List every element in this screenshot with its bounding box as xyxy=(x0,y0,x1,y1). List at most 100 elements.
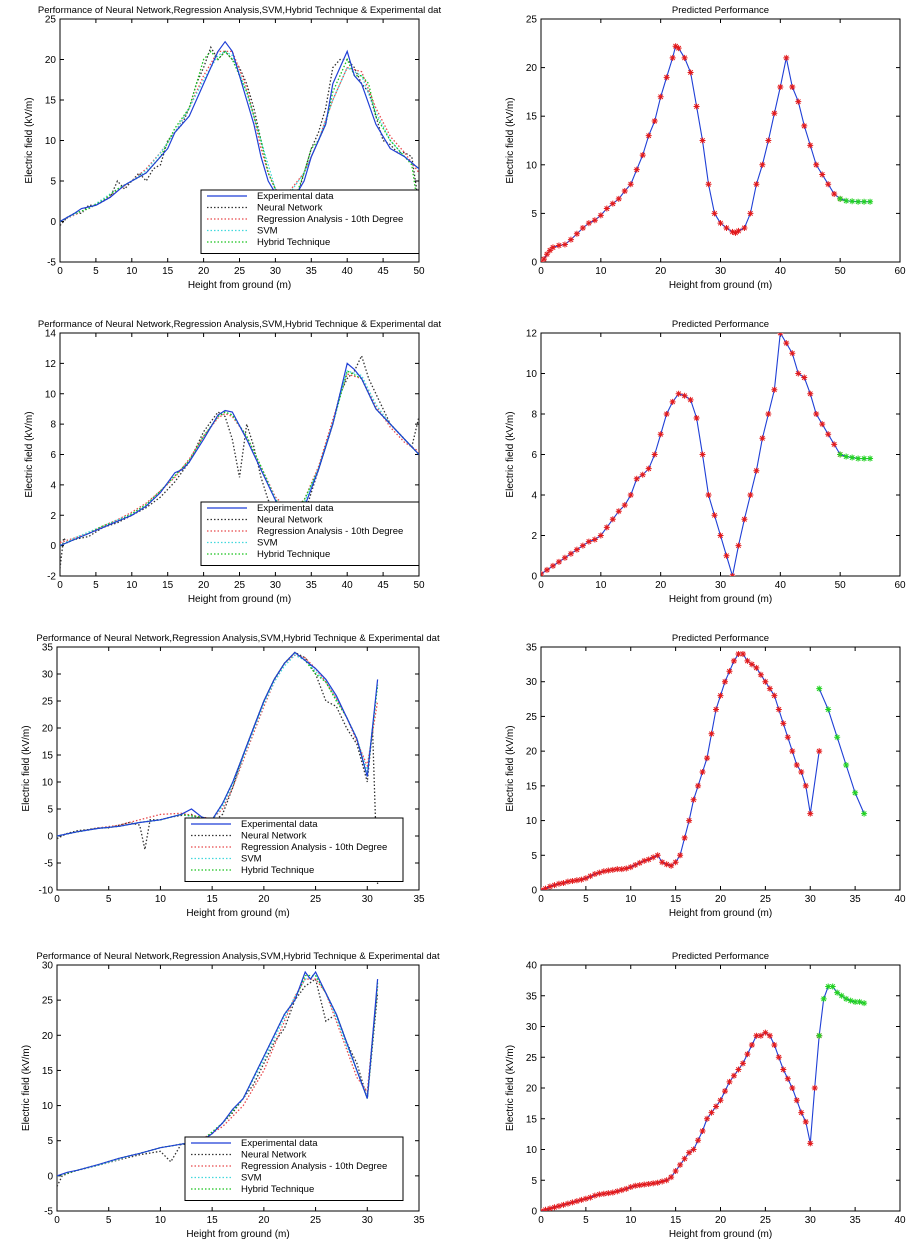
data-point-marker xyxy=(579,224,586,231)
y-tick-label: -2 xyxy=(47,572,56,583)
data-point-marker xyxy=(555,1203,562,1210)
x-tick-label: 0 xyxy=(538,580,544,591)
data-point-marker xyxy=(801,122,808,129)
y-tick-label: 30 xyxy=(526,1022,538,1033)
x-tick-label: 35 xyxy=(306,266,318,277)
x-tick-label: 0 xyxy=(54,894,60,905)
data-point-marker xyxy=(651,451,658,458)
data-point-marker xyxy=(723,552,730,559)
series-line xyxy=(57,654,379,837)
data-point-marker xyxy=(654,1179,661,1186)
data-point-marker xyxy=(681,834,688,841)
data-point-marker xyxy=(585,538,592,545)
x-tick-label: 20 xyxy=(258,1215,270,1226)
data-point-marker xyxy=(766,685,773,692)
data-point-marker xyxy=(693,415,700,422)
x-tick-label: 50 xyxy=(413,266,425,277)
series-group xyxy=(541,333,874,576)
data-point-marker xyxy=(807,142,814,149)
data-point-marker xyxy=(596,1191,603,1198)
x-tick-label: 25 xyxy=(310,894,322,905)
data-point-marker xyxy=(757,671,764,678)
data-point-marker xyxy=(721,678,728,685)
data-point-marker xyxy=(555,558,562,565)
data-point-marker xyxy=(549,244,556,251)
data-point-marker xyxy=(600,868,607,875)
data-point-marker xyxy=(663,74,670,81)
data-point-marker xyxy=(699,1128,706,1135)
x-tick-label: 30 xyxy=(362,1215,374,1226)
y-tick-label: 5 xyxy=(47,1136,53,1147)
x-tick-label: 20 xyxy=(715,1215,727,1226)
data-point-marker xyxy=(541,1208,544,1211)
data-point-marker xyxy=(627,492,634,498)
data-point-marker xyxy=(668,1174,675,1181)
data-point-marker xyxy=(699,451,706,458)
x-tick-label: 40 xyxy=(342,580,354,591)
x-tick-label: 35 xyxy=(413,894,425,905)
y-tick-label: 20 xyxy=(526,747,538,758)
x-tick-label: 30 xyxy=(805,894,817,905)
y-axis-label: Electric field (kV/m) xyxy=(505,725,516,811)
data-point-marker xyxy=(632,862,639,869)
data-point-marker xyxy=(690,796,697,803)
y-tick-label: 15 xyxy=(45,96,57,107)
chart-panel-8: Predicted Performance Height from ground … xyxy=(505,951,906,1240)
data-point-marker xyxy=(650,1180,657,1187)
y-axis-label: Electric field (kV/m) xyxy=(21,725,32,811)
data-point-marker xyxy=(861,1000,868,1007)
x-tick-label: 15 xyxy=(162,266,174,277)
data-point-marker xyxy=(614,1188,621,1195)
y-tick-label: 15 xyxy=(526,781,538,792)
data-point-marker xyxy=(585,220,592,227)
data-point-marker xyxy=(739,650,746,657)
data-point-marker xyxy=(597,532,604,539)
legend-entry-label: Neural Network xyxy=(257,203,323,214)
data-point-marker xyxy=(567,550,574,557)
data-point-marker xyxy=(807,390,814,397)
series-group xyxy=(541,983,868,1211)
y-tick-label: 0 xyxy=(531,1207,537,1218)
legend-entry-label: Experimental data xyxy=(241,1138,318,1149)
y-tick-label: -5 xyxy=(47,258,56,269)
data-point-marker xyxy=(732,229,739,236)
x-tick-label: 30 xyxy=(270,580,282,591)
legend-entry-label: SVM xyxy=(257,538,278,549)
data-point-marker xyxy=(816,685,823,692)
data-point-marker xyxy=(543,566,550,573)
series-line xyxy=(60,370,419,547)
y-tick-label: 0 xyxy=(50,217,56,228)
data-point-marker xyxy=(579,542,586,549)
series-group xyxy=(541,43,874,262)
data-point-marker xyxy=(867,198,874,205)
data-point-marker xyxy=(783,340,790,347)
x-tick-label: 25 xyxy=(760,1215,772,1226)
legend-entry-label: Neural Network xyxy=(241,831,307,842)
x-axis-label: Height from ground (m) xyxy=(186,908,289,919)
data-point-marker xyxy=(775,706,782,713)
y-tick-label: 8 xyxy=(50,420,56,431)
data-point-marker xyxy=(641,1181,648,1188)
y-tick-label: 12 xyxy=(526,329,538,340)
legend-entry-label: Regression Analysis - 10th Degree xyxy=(241,842,387,853)
data-point-marker xyxy=(843,762,850,769)
x-axis-label: Height from ground (m) xyxy=(188,280,291,291)
data-point-marker xyxy=(672,1168,679,1175)
data-point-marker xyxy=(748,661,755,668)
data-point-marker xyxy=(573,877,580,884)
data-point-marker xyxy=(582,875,589,882)
data-point-marker xyxy=(615,508,622,515)
data-point-marker xyxy=(849,198,856,205)
x-tick-label: 20 xyxy=(715,894,727,905)
data-point-marker xyxy=(639,471,646,478)
data-point-marker xyxy=(603,524,610,531)
data-point-marker xyxy=(645,856,652,863)
data-point-marker xyxy=(609,516,616,523)
y-tick-label: -5 xyxy=(44,859,53,870)
x-tick-label: 35 xyxy=(850,894,862,905)
data-point-marker xyxy=(723,224,730,231)
data-point-marker xyxy=(669,398,676,405)
y-tick-label: 10 xyxy=(526,1145,538,1156)
x-tick-label: 20 xyxy=(198,580,210,591)
